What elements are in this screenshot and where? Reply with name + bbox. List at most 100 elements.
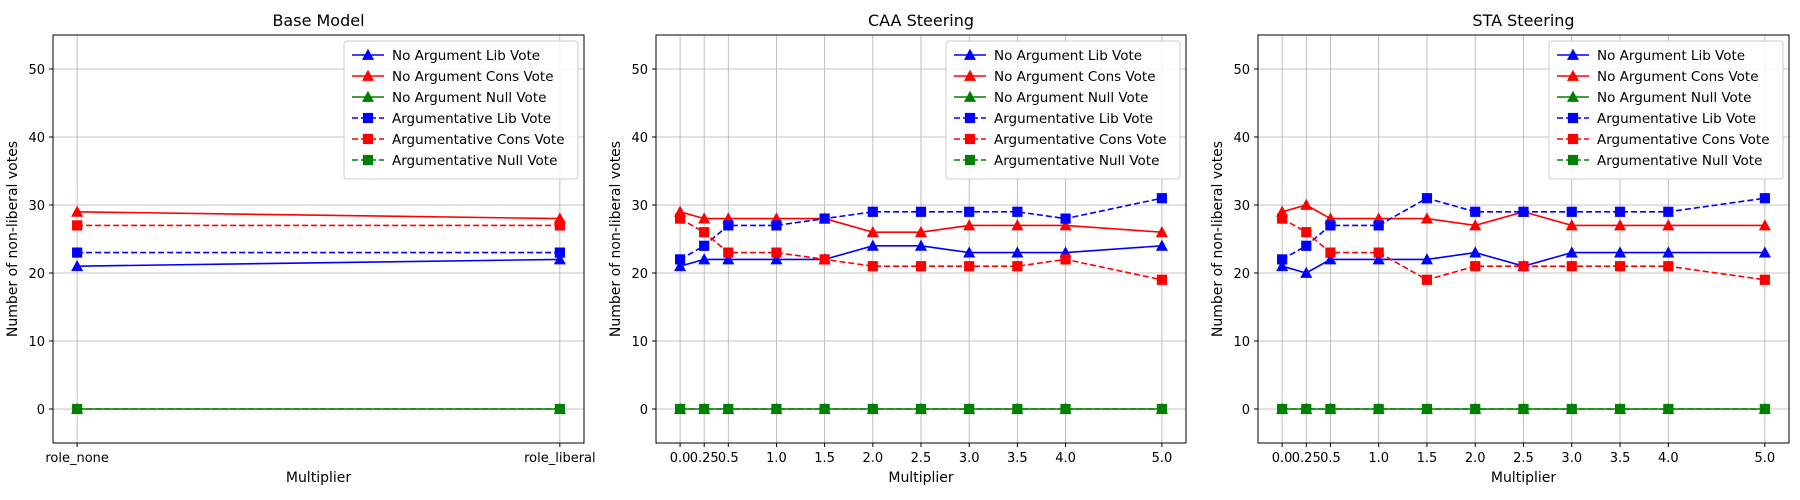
series-5 (1277, 213, 1770, 285)
x-tick-label: 1.0 (766, 451, 787, 466)
legend-marker (964, 112, 976, 124)
x-tick-label: 0.5 (718, 451, 739, 466)
legend-label: Argumentative Null Vote (1597, 153, 1762, 169)
x-tick-label: role_none (45, 451, 109, 466)
data-point (915, 206, 927, 217)
x-tick-label: 1.5 (1417, 451, 1438, 466)
legend-marker (362, 112, 374, 124)
legend-label: Argumentative Cons Vote (392, 132, 565, 148)
data-point (1155, 225, 1168, 238)
legend-marker (362, 154, 374, 166)
y-tick-label: 0 (37, 403, 45, 418)
series-4 (674, 193, 1168, 265)
legend: No Argument Lib Vote No Argument Cons Vot… (343, 40, 579, 180)
x-tick-label: 5.0 (1755, 451, 1776, 466)
data-point (699, 227, 710, 238)
legend-box (945, 40, 1181, 180)
data-point (1301, 240, 1312, 251)
data-point (964, 403, 975, 415)
data-point (1300, 198, 1313, 210)
data-point (723, 247, 734, 258)
y-tick-label: 10 (1233, 335, 1250, 350)
data-point (1059, 219, 1072, 231)
series-line (77, 258, 560, 267)
x-tick-label: 2.5 (1513, 451, 1534, 466)
x-tick-label: 4.0 (1055, 451, 1076, 466)
y-tick-label: 20 (1233, 267, 1250, 282)
x-tick-label: 3.5 (1610, 451, 1631, 466)
y-tick-label: 50 (28, 63, 45, 78)
data-point (1325, 220, 1336, 231)
y-axis-label: Number of non-liberal votes (5, 141, 21, 337)
data-point (867, 261, 878, 272)
legend: No Argument Lib Vote No Argument Cons Vot… (945, 40, 1181, 180)
x-tick-label: 2.0 (862, 451, 883, 466)
legend-marker (1566, 90, 1580, 102)
legend-marker (963, 48, 977, 60)
data-point (674, 254, 686, 265)
legend-label: Argumentative Cons Vote (1597, 132, 1770, 148)
x-tick-label: 0.5 (1320, 451, 1341, 466)
data-point (71, 205, 84, 217)
data-point (1663, 206, 1674, 217)
data-point (723, 403, 734, 415)
data-point (771, 220, 782, 231)
data-point (1759, 274, 1770, 285)
legend-label: Argumentative Cons Vote (994, 132, 1167, 148)
data-point (1565, 246, 1578, 258)
data-point (1011, 246, 1024, 258)
data-point (1276, 259, 1289, 272)
legend-marker (1567, 154, 1579, 166)
y-tick-label: 20 (631, 267, 648, 282)
legend-marker (1567, 112, 1579, 124)
data-point (1373, 247, 1384, 258)
data-point (1372, 253, 1385, 265)
series-line (679, 197, 1163, 261)
data-point (867, 403, 878, 415)
data-point (866, 239, 879, 251)
y-tick-label: 40 (1233, 131, 1250, 146)
x-tick-label: 0.25 (690, 451, 719, 466)
legend-label: No Argument Lib Vote (392, 48, 540, 64)
x-tick-label: 1.0 (1368, 451, 1389, 466)
data-point (71, 259, 84, 272)
x-tick-label: 2.5 (911, 451, 932, 466)
data-point (553, 253, 566, 265)
data-point (1060, 254, 1071, 265)
data-point (1758, 219, 1771, 231)
x-axis-label: Multiplier (1491, 470, 1557, 486)
legend-label: Argumentative Null Vote (392, 153, 557, 169)
y-tick-label: 20 (28, 267, 45, 282)
y-axis-label: Number of non-liberal votes (1210, 141, 1226, 337)
plot-frame (52, 34, 585, 444)
series-line (1281, 217, 1765, 281)
y-tick-label: 10 (631, 335, 648, 350)
chart-panel-2: 0.0 0.25 0.5 1.0 1.5 2.0 2.5 3.0 3.5 4.0 5.0 0 10 20 3… (608, 11, 1187, 486)
legend-marker (963, 69, 977, 81)
data-point (1012, 261, 1023, 272)
series-4 (1277, 193, 1770, 265)
data-point (722, 253, 735, 265)
data-point (915, 403, 927, 415)
legend-label: No Argument Cons Vote (994, 69, 1156, 85)
data-point (698, 212, 711, 224)
data-point (1614, 403, 1626, 415)
data-point (554, 403, 565, 415)
data-point (699, 240, 710, 251)
legend-label: No Argument Lib Vote (1597, 48, 1745, 64)
data-point (674, 213, 686, 224)
data-point (72, 403, 83, 415)
legend-marker (1567, 133, 1579, 145)
series-2 (674, 205, 1168, 238)
data-point (1301, 227, 1312, 238)
legend-label: No Argument Null Vote (994, 90, 1148, 106)
data-point (1470, 206, 1481, 217)
legend-label: Argumentative Lib Vote (1597, 111, 1756, 127)
legend-label: Argumentative Null Vote (994, 153, 1159, 169)
data-point (819, 254, 830, 265)
series-4 (72, 247, 565, 258)
data-point (1469, 219, 1482, 231)
x-tick-label: 3.5 (1007, 451, 1028, 466)
legend-label: No Argument Null Vote (1597, 90, 1751, 106)
series-6 (1277, 403, 1770, 415)
